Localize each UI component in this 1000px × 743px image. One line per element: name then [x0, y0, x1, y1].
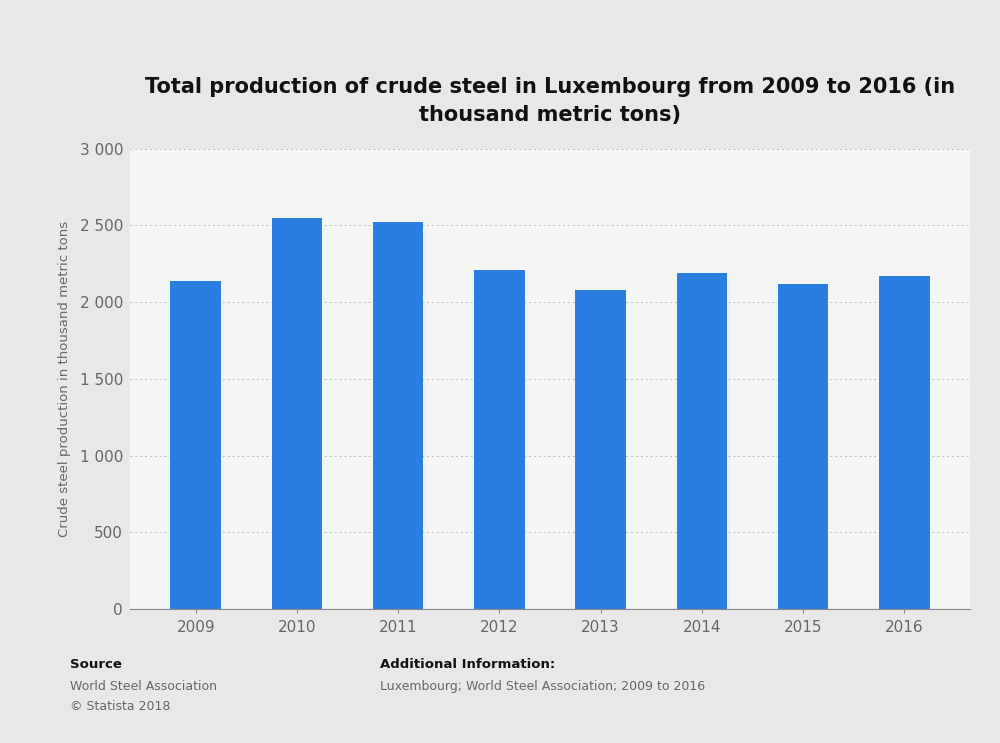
- Text: Additional Information:: Additional Information:: [380, 658, 555, 670]
- Bar: [778, 284, 828, 609]
- Bar: [170, 281, 221, 609]
- Y-axis label: Crude steel production in thousand metric tons: Crude steel production in thousand metri…: [58, 221, 71, 537]
- Bar: [373, 222, 423, 609]
- Title: Total production of crude steel in Luxembourg from 2009 to 2016 (in
thousand met: Total production of crude steel in Luxem…: [145, 77, 955, 125]
- Bar: [474, 270, 525, 609]
- Text: Source: Source: [70, 658, 122, 670]
- Bar: [677, 273, 727, 609]
- Text: World Steel Association
© Statista 2018: World Steel Association © Statista 2018: [70, 680, 217, 713]
- Bar: [575, 290, 626, 609]
- Bar: [272, 218, 322, 609]
- Bar: [879, 276, 930, 609]
- Text: Luxembourg; World Steel Association; 2009 to 2016: Luxembourg; World Steel Association; 200…: [380, 680, 705, 692]
